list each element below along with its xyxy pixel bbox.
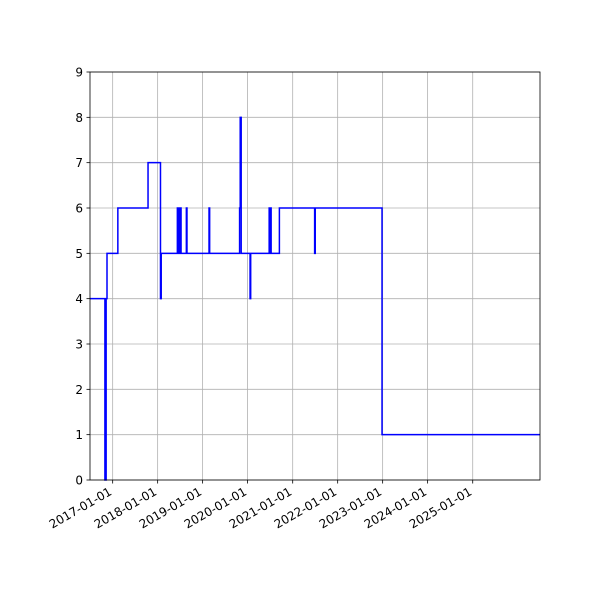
y-tick-label: 3	[75, 338, 83, 352]
y-tick-label: 0	[75, 474, 83, 488]
series-layer	[90, 116, 540, 481]
x-axis: 2017-01-012018-01-012019-01-012020-01-01…	[47, 480, 474, 531]
y-tick-label: 9	[75, 66, 83, 80]
y-axis: 0 1 2 3 4 5 6 7 8 9	[75, 66, 90, 488]
y-tick-label: 6	[75, 202, 83, 216]
series-line	[90, 116, 540, 481]
y-tick-label: 8	[75, 111, 83, 125]
y-tick-label: 2	[75, 383, 83, 397]
y-tick-label: 1	[75, 428, 83, 442]
axes-frame	[89, 71, 541, 481]
y-tick-label: 5	[75, 247, 83, 261]
y-tick-label: 4	[75, 292, 83, 306]
y-tick-label: 7	[75, 156, 83, 170]
grid	[90, 71, 540, 481]
